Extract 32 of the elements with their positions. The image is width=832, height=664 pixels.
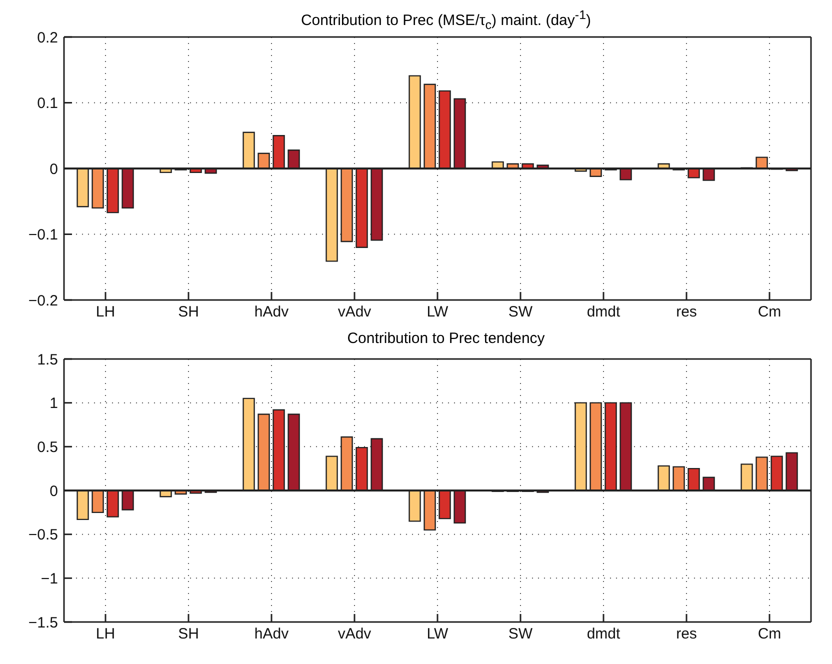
x-tick-label: hAdv: [254, 304, 290, 321]
x-tick-label: dmdt: [586, 304, 621, 321]
y-tick-label: −0.2: [28, 292, 58, 310]
x-tick-label: Cm: [758, 626, 782, 643]
x-tick-label: dmdt: [586, 626, 621, 643]
y-tick-label: −0.5: [28, 526, 58, 544]
y-tick-label: 0.1: [37, 95, 58, 112]
x-tick-label: SW: [508, 626, 534, 643]
x-tick-label: Cm: [758, 304, 782, 321]
y-tick-label: 0: [50, 160, 58, 178]
y-tick-label: −1: [40, 570, 58, 588]
x-tick-label: vAdv: [338, 626, 372, 643]
chart-title: Contribution to Prec (MSE/τ$_{c}$) maint. (day$^{-1}$): [300, 8, 592, 32]
x-tick-label: SH: [178, 626, 199, 643]
y-tick-label: −0.1: [28, 226, 58, 244]
y-tick-label: 0: [50, 482, 58, 500]
y-tick-label: 1: [50, 395, 58, 412]
y-tick-label: −1.5: [28, 614, 58, 632]
x-tick-label: SW: [508, 304, 534, 321]
x-tick-label: vAdv: [338, 304, 372, 321]
x-tick-label: SH: [178, 304, 199, 321]
y-tick-label: 0.5: [37, 438, 58, 456]
x-tick-label: LW: [426, 304, 450, 321]
chart-title: Contribution to Prec tendency: [346, 330, 546, 349]
x-tick-label: LH: [96, 304, 116, 321]
x-tick-label: LW: [426, 626, 450, 643]
x-tick-label: hAdv: [254, 626, 290, 643]
y-tick-label: 0.2: [37, 29, 58, 46]
x-tick-label: res: [676, 626, 697, 643]
x-tick-label: LH: [96, 626, 116, 643]
x-tick-label: res: [676, 304, 697, 321]
y-tick-label: 1.5: [37, 351, 58, 368]
